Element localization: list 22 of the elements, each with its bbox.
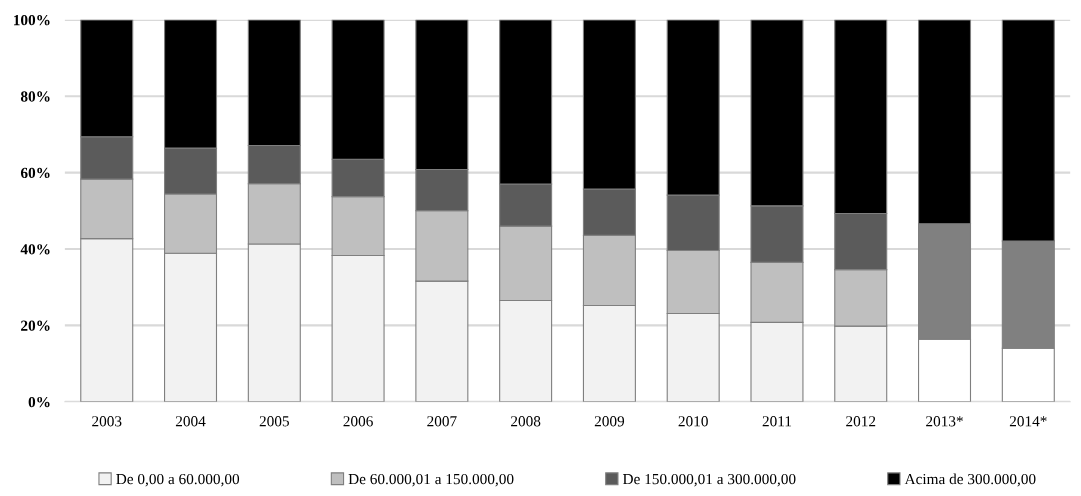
legend-label: Acima de 300.000,00	[904, 473, 1036, 487]
legend-label: De 150.000,01 a 300.000,00	[622, 473, 796, 487]
x-tick-label: 2003	[92, 416, 122, 427]
y-tick-label: 80%	[20, 91, 50, 102]
x-tick-label: 2010	[678, 416, 708, 427]
x-tick-label: 2012	[846, 416, 876, 427]
y-tick-label: 40%	[20, 244, 50, 255]
y-tick-label: 100%	[14, 14, 50, 26]
y-tick-label: 0%	[28, 396, 50, 408]
x-tick-label: 2005	[259, 416, 289, 427]
x-tick-label: 2013*	[926, 416, 963, 427]
x-tick-label: 2006	[343, 416, 373, 427]
x-tick-label: 2008	[511, 416, 541, 427]
legend-label: De 0,00 a 60.000,00	[116, 473, 240, 487]
y-tick-label: 60%	[20, 167, 50, 179]
x-tick-label: 2004	[175, 416, 206, 427]
x-tick-label: 2007	[427, 416, 457, 427]
legend-label: De 60.000,01 a 150.000,00	[348, 473, 514, 487]
x-tick-label: 2011	[762, 416, 792, 427]
x-tick-label: 2009	[594, 416, 625, 427]
x-tick-label: 2014*	[1009, 416, 1047, 427]
y-tick-label: 20%	[21, 320, 50, 331]
